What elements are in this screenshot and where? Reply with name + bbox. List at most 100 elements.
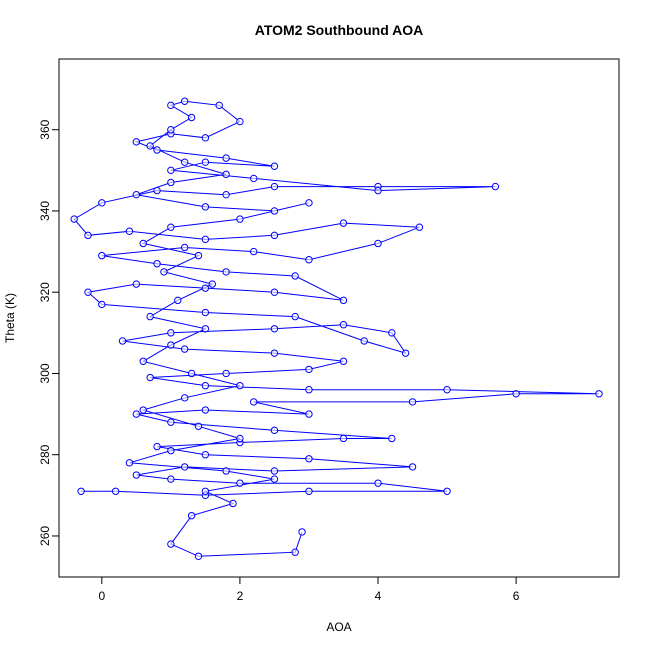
- point: [291, 548, 299, 556]
- point: [132, 410, 141, 418]
- point: [167, 341, 175, 349]
- point: [408, 463, 417, 471]
- point: [146, 373, 154, 382]
- point: [180, 394, 189, 402]
- point: [98, 300, 106, 309]
- point: [270, 182, 279, 191]
- point: [270, 349, 279, 357]
- point: [374, 239, 382, 248]
- point: [153, 260, 161, 268]
- point: [512, 390, 520, 398]
- point: [305, 487, 313, 495]
- point: [111, 487, 120, 495]
- point: [180, 158, 189, 166]
- point: [236, 381, 244, 390]
- point: [236, 215, 244, 223]
- point: [201, 487, 210, 495]
- point: [222, 369, 230, 378]
- y-tick-label: 300: [38, 363, 52, 383]
- point: [222, 268, 230, 276]
- point: [132, 471, 141, 479]
- point: [180, 463, 189, 471]
- point: [270, 467, 279, 475]
- point: [415, 223, 424, 231]
- point: [194, 422, 203, 430]
- point: [160, 268, 168, 276]
- point: [187, 369, 196, 378]
- point: [167, 223, 175, 231]
- point: [180, 243, 189, 252]
- point: [70, 215, 78, 223]
- chart-title: ATOM2 Southbound AOA: [255, 22, 424, 38]
- point: [374, 479, 382, 487]
- point: [236, 479, 244, 487]
- point: [201, 134, 210, 142]
- point: [153, 186, 161, 195]
- point: [270, 162, 279, 170]
- point: [180, 97, 189, 105]
- y-tick-label: 280: [38, 444, 52, 464]
- point: [125, 459, 134, 467]
- point: [167, 166, 175, 175]
- point: [236, 117, 244, 126]
- point: [222, 170, 230, 179]
- point: [360, 337, 368, 345]
- point: [187, 113, 196, 122]
- point: [443, 487, 451, 495]
- point: [215, 101, 223, 110]
- point: [291, 272, 299, 280]
- point: [77, 487, 85, 495]
- point: [167, 178, 175, 187]
- point: [201, 451, 210, 459]
- point: [595, 390, 603, 398]
- point: [270, 325, 279, 333]
- point: [339, 321, 348, 329]
- point: [98, 199, 106, 207]
- point: [388, 329, 396, 337]
- y-axis-label: Theta (K): [3, 293, 17, 343]
- point: [167, 446, 175, 455]
- point: [250, 247, 258, 256]
- y-tick-label: 360: [38, 119, 52, 139]
- point: [180, 345, 189, 353]
- point: [305, 410, 313, 418]
- y-tick-label: 340: [38, 201, 52, 221]
- point: [132, 280, 141, 288]
- point: [339, 296, 348, 305]
- point: [153, 146, 161, 154]
- point: [139, 406, 147, 414]
- point: [222, 154, 230, 162]
- point: [270, 288, 279, 296]
- x-tick-label: 6: [513, 589, 520, 603]
- point: [125, 227, 134, 235]
- y-tick-label: 320: [38, 282, 52, 302]
- point: [167, 329, 175, 337]
- point: [270, 475, 279, 483]
- point: [201, 284, 210, 292]
- x-tick-label: 4: [375, 589, 382, 603]
- point: [222, 190, 230, 199]
- point: [167, 540, 175, 548]
- point: [201, 381, 210, 390]
- point: [388, 434, 396, 443]
- point: [408, 398, 417, 406]
- y-tick-label: 260: [38, 526, 52, 546]
- point: [236, 434, 244, 443]
- point: [139, 357, 147, 365]
- point: [208, 280, 216, 288]
- point: [305, 255, 313, 264]
- series-line: [73, 100, 600, 557]
- point: [146, 312, 154, 321]
- x-axis-label: AOA: [326, 620, 351, 634]
- point: [139, 239, 147, 248]
- point: [229, 499, 237, 508]
- x-tick-label: 2: [237, 589, 244, 603]
- point: [291, 312, 299, 321]
- point: [305, 199, 313, 207]
- point: [187, 511, 196, 520]
- point: [201, 158, 210, 166]
- point: [222, 467, 230, 475]
- point: [153, 442, 161, 451]
- point: [146, 142, 154, 150]
